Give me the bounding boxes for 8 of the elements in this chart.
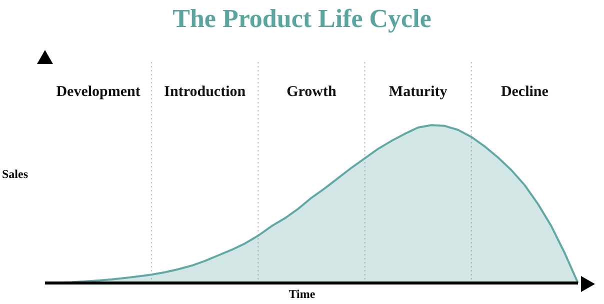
text: Growth — [286, 84, 338, 101]
text: Decline — [500, 84, 550, 101]
chart-title: The Product Life Cycle — [172, 4, 432, 34]
x-axis-title: Time — [288, 287, 316, 302]
text: Maturity — [388, 84, 448, 101]
y-axis-title: Sales — [2, 167, 28, 182]
text: Development — [55, 84, 142, 101]
text: Introduction — [163, 84, 247, 101]
